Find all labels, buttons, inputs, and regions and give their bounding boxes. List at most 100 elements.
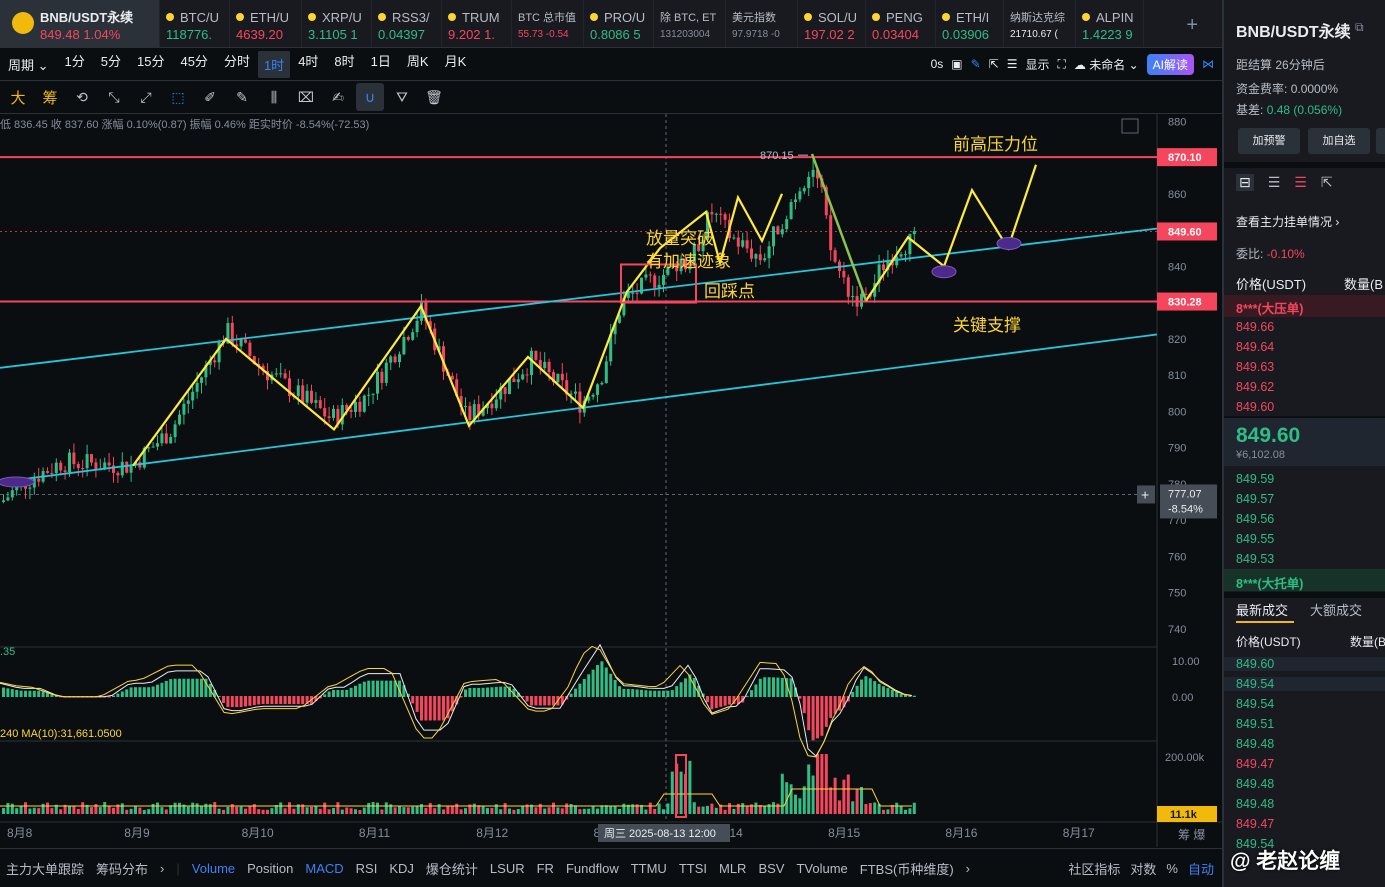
interval-10[interactable]: 月K <box>444 53 467 69</box>
book-bids-icon[interactable]: ☰ <box>1267 174 1281 190</box>
edit-icon[interactable]: ✍ <box>332 88 344 105</box>
fullscreen-icon[interactable]: ⛶ <box>1057 56 1066 71</box>
indicator-11[interactable]: MLR <box>718 860 747 876</box>
macd-bar <box>534 696 538 706</box>
ask-price[interactable]: 849.63 <box>1236 360 1275 374</box>
settings-list-icon[interactable]: ☰ <box>1006 57 1018 71</box>
bid-price[interactable]: 849.57 <box>1236 492 1275 506</box>
add-favorite-button[interactable]: 加自选 <box>1308 128 1370 154</box>
filter-icon[interactable]: ⛛ <box>396 88 408 105</box>
interval-4[interactable]: 分时 <box>223 53 250 69</box>
bottom-right-1[interactable]: 对数 <box>1130 861 1157 877</box>
book-asks-icon[interactable]: ☰ <box>1294 174 1307 190</box>
ticker-tab[interactable]: BNB/USDT永续 849.48 1.04% <box>0 0 160 47</box>
book-expand-icon[interactable]: ⇱ <box>1320 174 1333 190</box>
bid-price[interactable]: 849.56 <box>1236 512 1275 526</box>
indicator-13[interactable]: TVolume <box>796 860 848 876</box>
ticker-tab[interactable]: BTC 总市值 55.73 -0.54 <box>512 0 584 47</box>
magnet-icon[interactable]: ∪ <box>356 83 384 111</box>
ticker-tab[interactable]: XRP/U 3.1105 1 <box>302 0 372 47</box>
bottom-item-1[interactable]: 筹码分布 <box>96 861 149 877</box>
indicator-9[interactable]: TTMU <box>630 860 667 876</box>
layout-name[interactable]: ☁ 未命名 ⌄ <box>1073 57 1139 72</box>
indicator-10[interactable]: TTSI <box>678 860 707 876</box>
indicator-0[interactable]: Volume <box>191 860 236 876</box>
share-icon[interactable]: ⋈ <box>1202 57 1214 71</box>
candles-icon[interactable]: ⫼ <box>270 88 278 105</box>
copy-icon[interactable]: ⧉ <box>1355 20 1364 34</box>
ask-price[interactable]: 849.60 <box>1236 400 1275 414</box>
interval-8[interactable]: 1日 <box>370 53 391 69</box>
bottom-right-3[interactable]: 自动 <box>1187 861 1214 877</box>
candle-body <box>349 409 353 412</box>
brush-icon[interactable]: ✎ <box>236 88 248 105</box>
interval-9[interactable]: 周K <box>406 53 429 69</box>
indicator-4[interactable]: KDJ <box>389 860 414 876</box>
chevron-right-icon[interactable]: › <box>160 860 165 876</box>
display-button[interactable]: 显示 <box>1025 57 1050 72</box>
delete-icon[interactable]: 🗑 <box>425 88 443 105</box>
book-both-icon[interactable]: ⊟ <box>1236 174 1254 191</box>
orderbook-link[interactable]: 查看主力挂单情况 › <box>1236 215 1340 229</box>
bottom-item-0[interactable]: 主力大单跟踪 <box>6 861 85 877</box>
interval-0[interactable]: 1分 <box>64 53 85 69</box>
indicator-14[interactable]: FTBS(币种维度) <box>859 861 954 877</box>
interval-2[interactable]: 15分 <box>137 53 165 69</box>
tab-large-trades[interactable]: 大额成交 <box>1310 603 1363 618</box>
ticker-tab[interactable]: 纳斯达克综 21710.67 ( <box>1004 0 1076 47</box>
ai-button[interactable]: AI解读 <box>1146 53 1194 75</box>
tab-latest-trades[interactable]: 最新成交 <box>1236 603 1289 618</box>
ask-price[interactable]: 849.66 <box>1236 320 1275 334</box>
ticker-tab[interactable]: TRUM 9.202 1. <box>442 0 512 47</box>
ticker-tab[interactable]: 除 BTC, ET 131203004 <box>654 0 726 47</box>
indicator-3[interactable]: RSI <box>355 860 378 876</box>
ask-price[interactable]: 849.64 <box>1236 340 1275 354</box>
bid-price[interactable]: 849.53 <box>1236 552 1275 566</box>
chevron-right-icon[interactable]: › <box>965 860 970 876</box>
indicator-1[interactable]: Position <box>247 860 294 876</box>
indicator-5[interactable]: 爆仓统计 <box>425 861 478 877</box>
indicator-2[interactable]: MACD <box>305 860 344 876</box>
ask-price[interactable]: 849.62 <box>1236 380 1275 394</box>
ticker-tab[interactable]: RSS3/0.04397 <box>372 0 442 47</box>
interval-5[interactable]: 1时 <box>257 50 291 78</box>
trash-bin-icon[interactable]: ⌧ <box>297 88 315 105</box>
ticker-tab[interactable]: PENG 0.03404 <box>866 0 936 47</box>
camera-icon[interactable]: ▣ <box>951 57 963 71</box>
indicator-6[interactable]: LSUR <box>489 860 525 876</box>
ruler-icon[interactable]: ⤡ <box>108 88 120 105</box>
bottom-right-0[interactable]: 社区指标 <box>1068 861 1121 877</box>
interval-6[interactable]: 4时 <box>298 53 319 69</box>
macd-bar <box>420 696 423 721</box>
ticker-tab[interactable]: ETH/U 4639.20 <box>230 0 302 47</box>
ticker-tab[interactable]: PRO/U 0.8086 5 <box>584 0 654 47</box>
add-tab-icon[interactable]: + <box>1186 14 1198 36</box>
indicator-12[interactable]: BSV <box>758 860 785 876</box>
indicator-char-2[interactable]: 筹 <box>42 89 58 107</box>
price-chart[interactable]: 低 836.45 收 837.60 涨幅 0.10%(0.87) 振幅 0.46… <box>0 114 1222 847</box>
redo-icon[interactable]: ⟲ <box>76 88 88 105</box>
pencil-icon[interactable]: ✐ <box>204 88 216 105</box>
ticker-tab[interactable]: 美元指数 97.9718 -0 <box>726 0 798 47</box>
ticker-tab[interactable]: ETH/I 0.03906 <box>936 0 1004 47</box>
popout-icon[interactable]: ⇱ <box>988 57 999 71</box>
indicator-8[interactable]: Fundflow <box>565 860 619 876</box>
indicator-char-1[interactable]: 大 <box>10 89 26 107</box>
chart-area[interactable]: 低 836.45 收 837.60 涨幅 0.10%(0.87) 振幅 0.46… <box>0 114 1222 847</box>
bottom-right-2[interactable]: % <box>1166 860 1178 876</box>
pen-icon[interactable]: ✎ <box>970 57 981 71</box>
ticker-tab[interactable]: ALPIN 1.4223 9 <box>1076 0 1144 47</box>
trend-tool-icon[interactable]: ⤢ <box>140 88 152 105</box>
indicator-7[interactable]: FR <box>536 860 554 876</box>
bid-price[interactable]: 849.59 <box>1236 472 1275 486</box>
interval-1[interactable]: 5分 <box>100 53 121 69</box>
ticker-tab[interactable]: BTC/U 118776. <box>160 0 230 47</box>
add-alert-button[interactable]: 加预警 <box>1238 128 1300 154</box>
select-tool-icon[interactable]: ⬚ <box>171 88 185 105</box>
interval-7[interactable]: 8时 <box>334 53 355 69</box>
bid-price[interactable]: 849.55 <box>1236 532 1275 546</box>
ticker-tab[interactable]: SOL/U 197.02 2 <box>798 0 866 47</box>
interval-3[interactable]: 45分 <box>180 53 208 69</box>
more-button[interactable] <box>1376 128 1385 154</box>
period-dropdown[interactable]: 周期 ⌄ <box>8 57 49 73</box>
